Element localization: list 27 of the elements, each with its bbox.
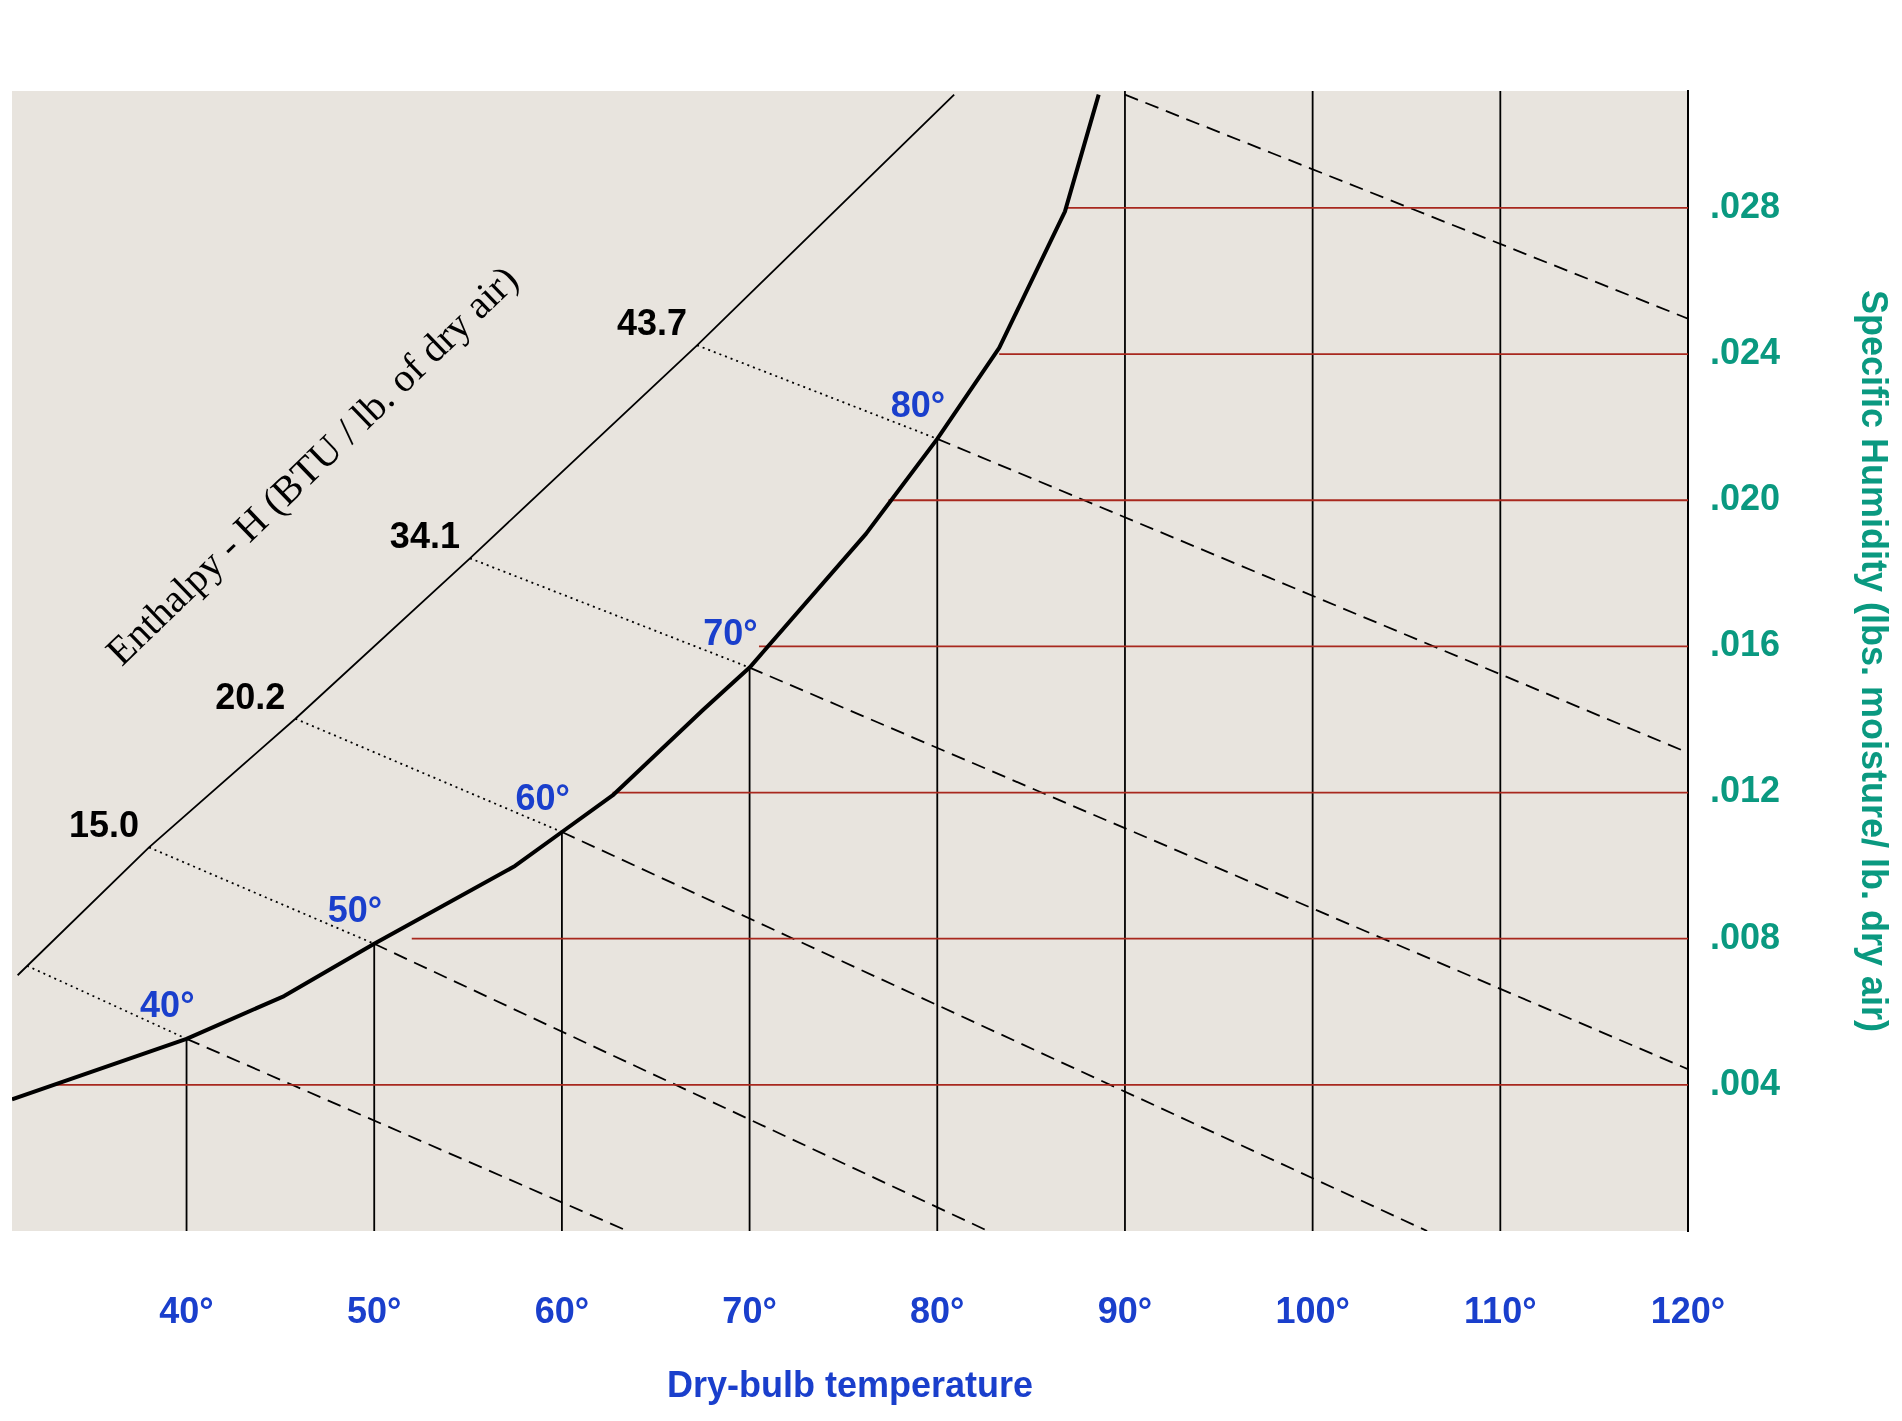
annotation: 40°	[140, 983, 195, 1025]
annotation: 70°	[703, 612, 758, 654]
annotation: 20.2	[215, 675, 286, 717]
y-tick-label: .012	[1710, 769, 1781, 811]
y-tick-label: .028	[1710, 184, 1781, 226]
x-tick-label: 120°	[1650, 1289, 1726, 1331]
annotation: 60°	[515, 776, 570, 818]
annotation: 43.7	[616, 302, 688, 344]
x-tick-label: 110°	[1464, 1289, 1537, 1331]
y-tick-label: .020	[1710, 477, 1781, 519]
x-axis-title: Dry-bulb temperature	[666, 1364, 1034, 1406]
annotation: 34.1	[389, 515, 460, 557]
x-tick-label: 70°	[722, 1289, 777, 1331]
x-tick-label: 40°	[159, 1289, 214, 1331]
y-axis-title: Specific Humidity (lbs. moisture/ lb. dry air)	[1854, 289, 1896, 1033]
annotation: 80°	[890, 383, 946, 425]
x-tick-label: 100°	[1275, 1289, 1350, 1331]
x-tick-label: 80°	[910, 1289, 965, 1331]
y-tick-label: .004	[1710, 1061, 1781, 1103]
x-tick-label: 60°	[534, 1289, 590, 1331]
annotation: 15.0	[68, 804, 140, 846]
x-tick-label: 50°	[347, 1289, 402, 1331]
x-tick-label: 90°	[1097, 1289, 1153, 1331]
annotation: 50°	[327, 888, 383, 930]
y-tick-label: .008	[1710, 915, 1781, 957]
y-tick-label: .016	[1710, 623, 1781, 665]
y-tick-label: .024	[1710, 331, 1781, 372]
